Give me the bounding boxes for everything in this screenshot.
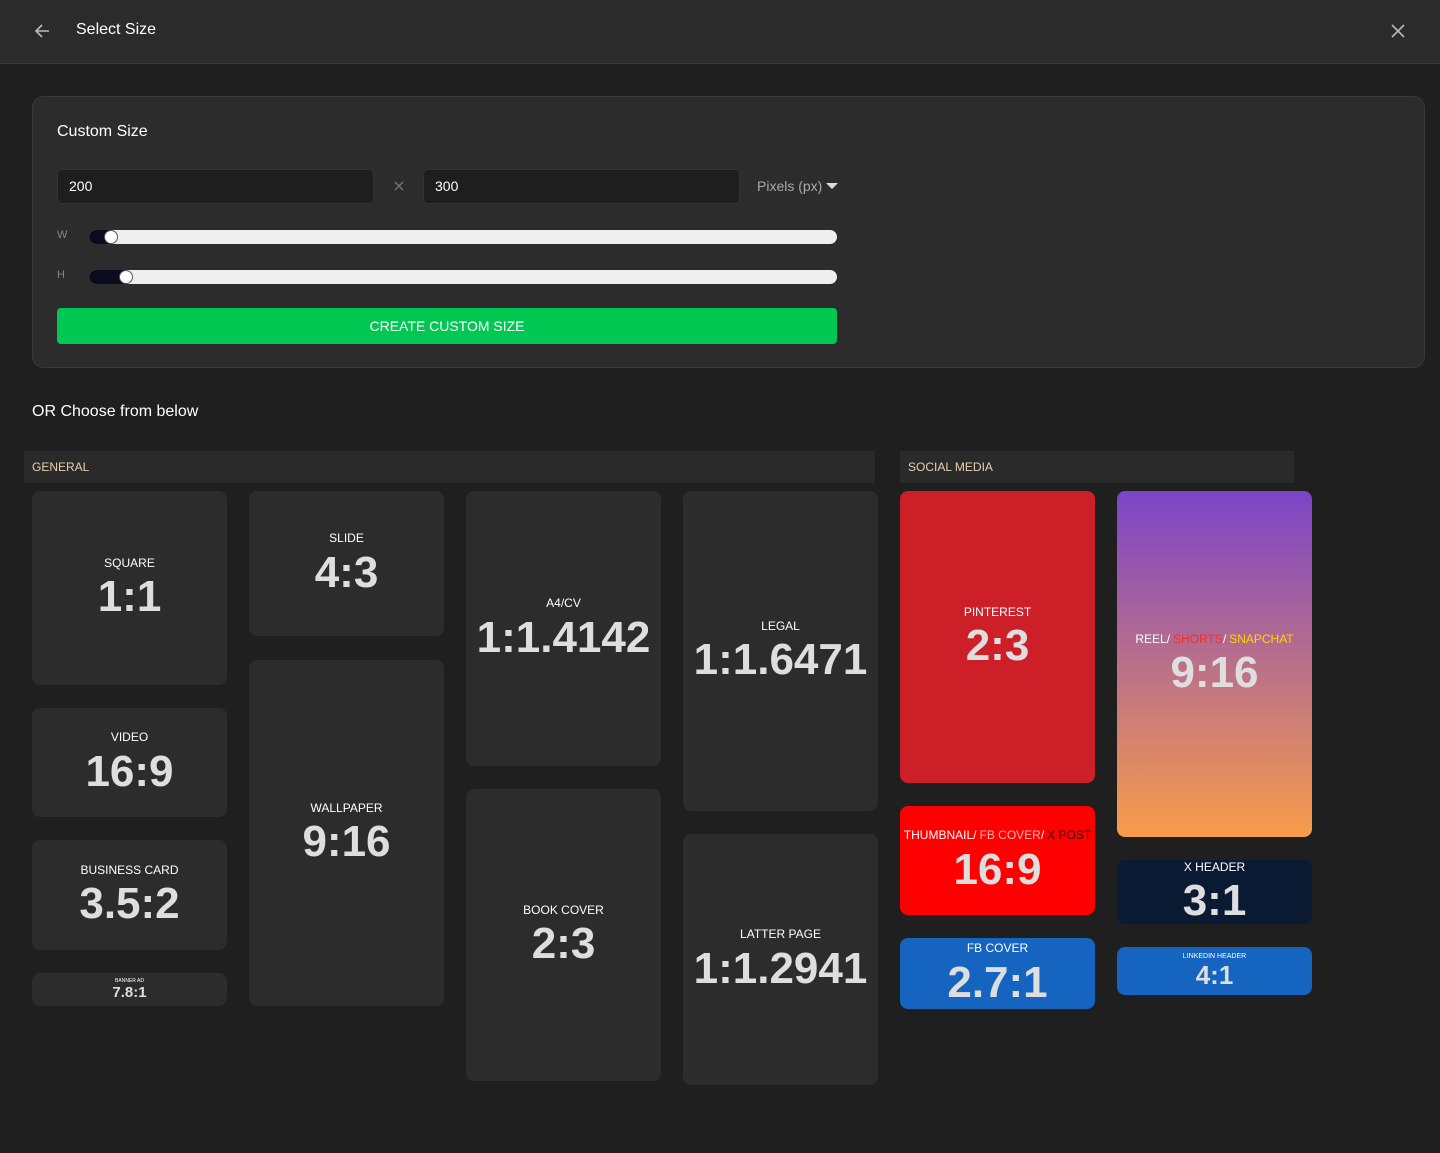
size-card[interactable]: REEL/SHORTS/SNAPCHAT 9:16: [1117, 491, 1312, 837]
size-card[interactable]: BOOK COVER 2:3: [466, 789, 661, 1081]
size-card[interactable]: FB COVER 2.7:1: [900, 938, 1095, 1009]
card-name-part: REEL/: [1135, 631, 1171, 646]
size-card[interactable]: SQUARE 1:1: [32, 491, 227, 685]
width-input[interactable]: 200: [57, 169, 374, 204]
card-ratio: 1:1.6471: [693, 635, 868, 685]
h-label: H: [57, 269, 65, 281]
card-ratio: 16:9: [953, 844, 1042, 894]
card-ratio: 9:16: [302, 817, 391, 867]
card-name-part: SNAPCHAT: [1229, 631, 1294, 646]
card-ratio: 9:16: [1170, 648, 1259, 698]
size-card[interactable]: SLIDE 4:3: [249, 491, 444, 636]
card-name: PINTEREST: [963, 604, 1032, 619]
close-button[interactable]: [1390, 23, 1406, 39]
width-slider[interactable]: [89, 230, 837, 244]
dropdown-arrow: [826, 183, 839, 189]
card-name-part: THUMBNAIL/: [903, 828, 977, 843]
card-name-part: SHORTS: [1173, 631, 1223, 646]
card-ratio: 7.8:1: [112, 984, 147, 1002]
card-ratio: 2:3: [531, 919, 596, 969]
choose-label: OR Choose from below: [32, 403, 199, 420]
section-header: GENERAL: [24, 451, 875, 483]
card-ratio: 16:9: [85, 746, 174, 796]
unit-dropdown[interactable]: Pixels (px): [757, 178, 839, 194]
card-ratio: 2.7:1: [947, 957, 1048, 1007]
panel-title: Custom Size: [57, 123, 148, 140]
size-card[interactable]: VIDEO 16:9: [32, 708, 227, 817]
size-card[interactable]: LATTER PAGE 1:1.2941: [683, 834, 878, 1085]
card-ratio: 3:1: [1182, 876, 1247, 926]
size-card[interactable]: A4/CV 1:1.4142: [466, 491, 661, 766]
card-name: REEL/SHORTS/SNAPCHAT: [1135, 632, 1293, 646]
slider-fill: [89, 270, 126, 284]
card-name: BOOK COVER: [523, 902, 604, 917]
card-ratio: 1:1: [97, 572, 162, 622]
card-name: WALLPAPER: [310, 800, 383, 815]
card-ratio: 1:1.2941: [693, 943, 868, 993]
size-card[interactable]: LEGAL 1:1.6471: [683, 491, 878, 811]
size-card[interactable]: BUSINESS CARD 3.5:2: [32, 840, 227, 950]
card-ratio: 4:1: [1195, 960, 1234, 991]
card-name: SLIDE: [329, 531, 364, 546]
card-name: X HEADER: [1183, 859, 1246, 874]
card-name: LEGAL: [761, 618, 800, 633]
height-slider[interactable]: [89, 270, 837, 284]
card-name: FB COVER: [966, 941, 1029, 956]
card-name: LATTER PAGE: [740, 927, 821, 942]
w-label: W: [57, 229, 68, 241]
create-button[interactable]: CREATE CUSTOM SIZE: [57, 308, 837, 344]
size-card[interactable]: PINTEREST 2:3: [900, 491, 1095, 783]
slider-thumb[interactable]: [104, 230, 118, 244]
card-name-part: /: [1222, 631, 1227, 646]
top-bar: Select Size: [0, 0, 1440, 64]
size-card[interactable]: BANNER AD 7.8:1: [32, 973, 227, 1006]
card-ratio: 2:3: [965, 621, 1030, 671]
card-name: A4/CV: [546, 596, 581, 611]
height-input[interactable]: 300: [423, 169, 740, 204]
card-name: BUSINESS CARD: [80, 862, 179, 877]
card-ratio: 4:3: [314, 547, 379, 597]
unit-label: Pixels (px): [757, 178, 823, 194]
size-card[interactable]: WALLPAPER 9:16: [249, 660, 444, 1006]
card-name: LINKEDIN HEADER: [1182, 952, 1247, 960]
card-name-part: /: [1040, 828, 1045, 843]
page-title: Select Size: [76, 21, 157, 38]
back-button[interactable]: [33, 22, 51, 40]
card-name-part: FB COVER: [979, 828, 1041, 843]
size-card[interactable]: LINKEDIN HEADER 4:1: [1117, 947, 1312, 995]
card-name: SQUARE: [104, 555, 155, 570]
card-ratio: 3.5:2: [79, 879, 180, 929]
card-name-part: X POST: [1047, 828, 1092, 843]
section-header: SOCIAL MEDIA: [900, 451, 1294, 483]
card-name: THUMBNAIL/FB COVER/X POST: [904, 828, 1091, 842]
times-icon: [394, 181, 404, 191]
card-name: VIDEO: [110, 730, 149, 745]
card-name: BANNER AD: [115, 977, 144, 984]
slider-thumb[interactable]: [119, 270, 133, 284]
card-ratio: 1:1.4142: [476, 612, 651, 662]
size-card[interactable]: THUMBNAIL/FB COVER/X POST 16:9: [900, 806, 1095, 915]
size-card[interactable]: X HEADER 3:1: [1117, 860, 1312, 924]
